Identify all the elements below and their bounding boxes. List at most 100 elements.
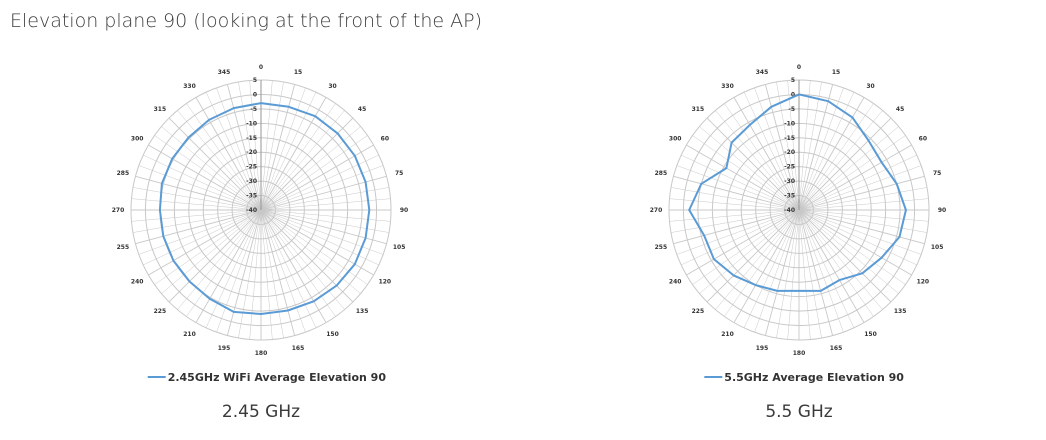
grid-spoke [798, 117, 892, 211]
angle-label: 150 [326, 331, 339, 338]
grid-spoke [161, 209, 262, 294]
angle-label: 135 [356, 308, 369, 315]
radial-tick-label: -25 [246, 164, 257, 171]
data-point [336, 132, 339, 135]
grid-spoke [724, 209, 800, 317]
grid-spoke [798, 209, 922, 255]
grid-spoke [260, 92, 317, 211]
grid-spoke [798, 81, 822, 211]
grid-spoke [260, 209, 354, 303]
data-point [895, 182, 898, 185]
grid-spoke [260, 209, 317, 328]
data-point [819, 290, 822, 292]
data-point [713, 258, 715, 260]
grid-spoke [686, 209, 800, 276]
data-point [187, 136, 190, 139]
data-point [232, 107, 235, 109]
grid-spoke [186, 209, 262, 317]
polar-chart-2-45ghz: 5 0 -5 -10 -15 -20 -25 -30 -35 -40 0 15 30 45 60 75 90 10… [61, 44, 461, 394]
grid-spoke [260, 80, 273, 211]
grid-spoke [754, 209, 800, 333]
grid-spoke [161, 126, 262, 211]
grid-spoke [798, 135, 906, 211]
grid-spoke [798, 84, 834, 211]
grid-spoke [798, 198, 929, 211]
data-point [287, 105, 290, 108]
data-point [159, 209, 161, 211]
angle-label: 15 [832, 69, 840, 76]
grid-spoke [676, 165, 800, 211]
grid-spoke [260, 81, 284, 211]
angle-label: 0 [797, 64, 801, 71]
data-point [880, 161, 883, 164]
angle-label: 45 [358, 106, 366, 113]
grid-spoke [260, 209, 368, 285]
grid-spoke [216, 87, 262, 211]
angle-label: 195 [756, 345, 769, 352]
grid-spoke [260, 154, 379, 211]
angle-label: 15 [294, 69, 302, 76]
radial-tick-label: -10 [246, 120, 257, 127]
grid-spoke [764, 209, 800, 336]
radial-tick-label: -5 [250, 106, 257, 113]
data-point [770, 105, 773, 108]
angle-label: 240 [669, 279, 682, 286]
grid-spoke [260, 209, 361, 294]
polar-chart-5-5ghz: 5 0 -5 -10 -15 -20 -25 -30 -35 -40 0 15 30 45 60 75 90 10… [599, 44, 999, 394]
polar-chart-5-5ghz-svg: 50-5-10-15-20-25-30-35-40015304560759010… [650, 64, 946, 384]
grid-spoke [143, 154, 262, 211]
grid-spoke [798, 209, 892, 303]
angle-label: 345 [218, 69, 231, 76]
grid-spoke [186, 103, 262, 211]
grid-spoke [260, 209, 296, 336]
angle-label: 330 [721, 83, 734, 90]
angle-label: 195 [218, 345, 231, 352]
angle-label: 105 [931, 244, 944, 251]
data-point [749, 124, 751, 126]
grid-spoke [132, 209, 262, 233]
grid-spoke [798, 209, 811, 340]
angle-label: 75 [395, 170, 403, 177]
grid-spoke [238, 209, 262, 339]
grid-spoke [692, 135, 800, 211]
angle-label: 150 [864, 331, 877, 338]
data-point [260, 102, 262, 104]
grid-spoke [676, 209, 800, 255]
grid-spoke [798, 209, 899, 294]
angle-label: 180 [255, 350, 268, 357]
angle-label: 180 [793, 350, 806, 357]
grid-spoke [260, 209, 379, 266]
data-point [776, 290, 779, 292]
grid-spoke [706, 209, 800, 303]
radial-tick-label: -20 [784, 149, 795, 156]
data-point [827, 100, 830, 103]
angle-label: 75 [933, 170, 941, 177]
caption-5-5ghz: 5.5 GHz [765, 402, 833, 422]
page-title: Elevation plane 90 (looking at the front… [10, 10, 483, 32]
angle-label: 60 [919, 136, 927, 143]
data-point [861, 272, 864, 275]
angle-label: 285 [117, 170, 130, 177]
grid-spoke [798, 209, 917, 266]
angle-label: 240 [131, 279, 144, 286]
grid-spoke [195, 209, 262, 323]
data-point [688, 209, 691, 211]
data-point [880, 256, 883, 259]
grid-spoke [132, 187, 262, 211]
radial-tick-label: 5 [791, 77, 795, 84]
grid-spoke [260, 84, 296, 211]
grid-spoke [798, 103, 874, 211]
legend-label: 5.5GHz Average Elevation 90 [724, 371, 904, 384]
grid-spoke [673, 175, 800, 211]
grid-spoke [798, 209, 925, 245]
grid-spoke [798, 92, 855, 211]
grid-spoke [131, 209, 262, 222]
data-point [312, 300, 315, 303]
data-point [353, 154, 356, 157]
grid-spoke [743, 92, 800, 211]
angle-label: 165 [830, 345, 843, 352]
grid-spoke [168, 209, 262, 303]
grid-spoke [177, 209, 262, 310]
grid-spoke [798, 209, 906, 285]
grid-spoke [798, 209, 834, 336]
